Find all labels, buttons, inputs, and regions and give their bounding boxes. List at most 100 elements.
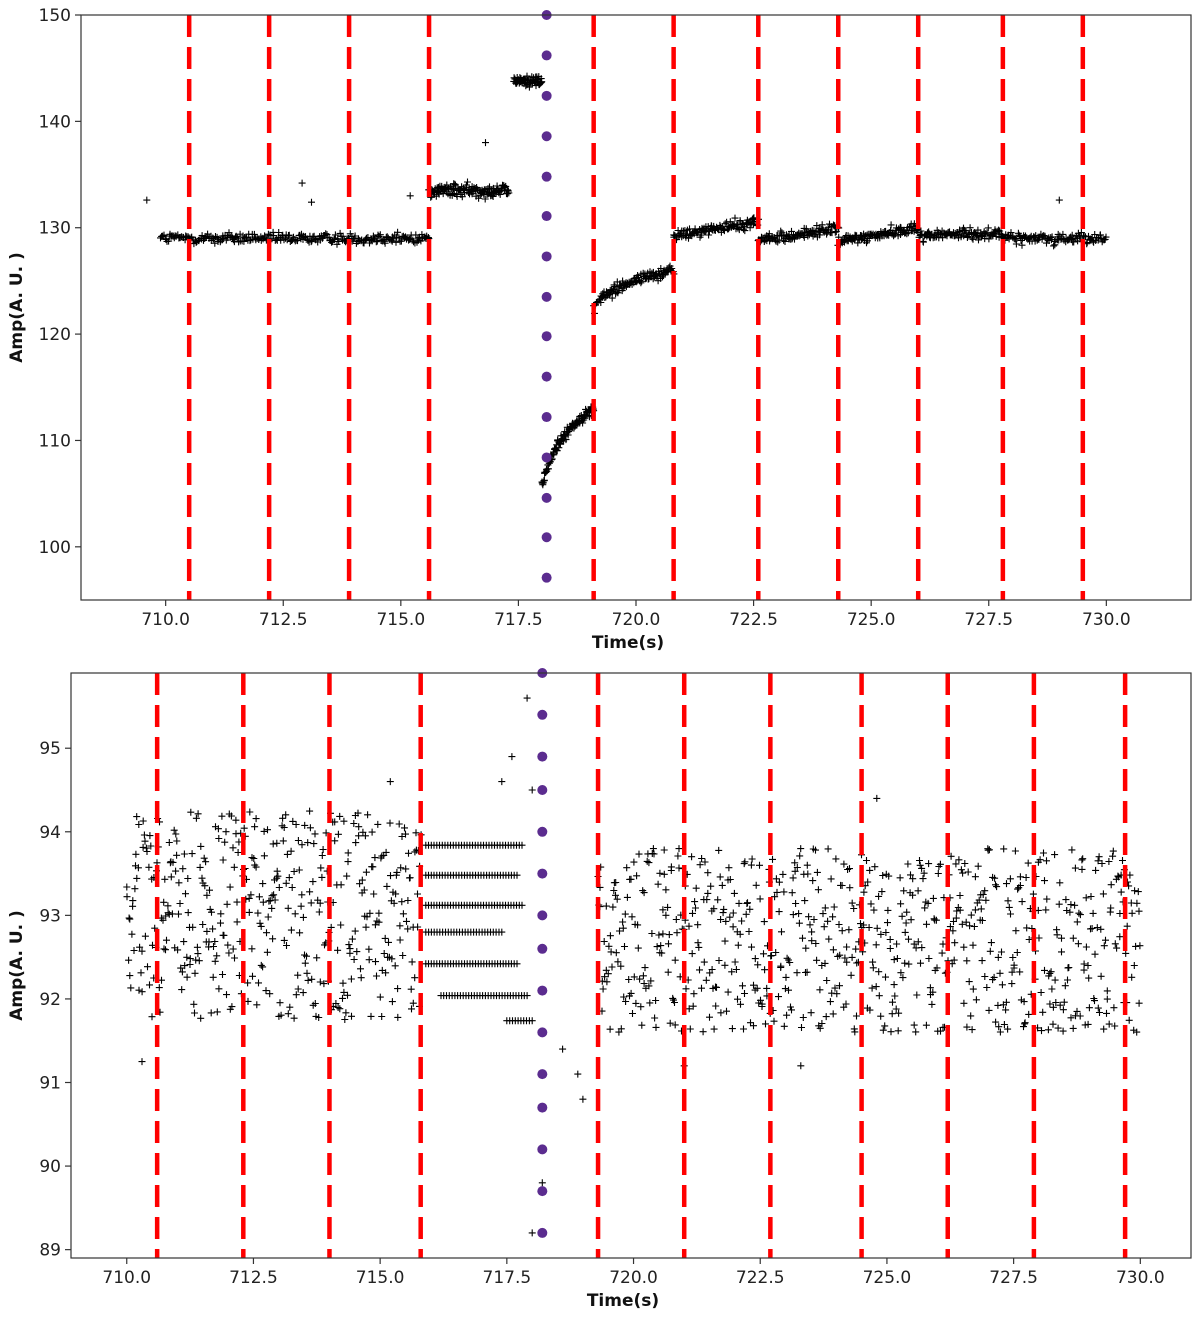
data-point — [1016, 882, 1024, 889]
data-point — [914, 887, 922, 895]
data-point — [1073, 1007, 1081, 1015]
y-tick-label: 89 — [39, 1241, 61, 1261]
data-point — [922, 1021, 930, 1029]
data-point — [135, 821, 143, 828]
data-point — [371, 854, 379, 862]
data-point — [643, 857, 651, 865]
marker-dot — [537, 1186, 548, 1197]
data-point — [301, 959, 309, 967]
data-point — [290, 1014, 298, 1022]
data-point — [925, 860, 933, 868]
data-point — [215, 835, 223, 842]
data-point — [951, 939, 959, 947]
data-point — [392, 238, 400, 246]
data-point — [342, 1009, 350, 1017]
top-x-axis-label: Time(s) — [592, 633, 664, 653]
data-point — [704, 869, 712, 877]
data-point — [653, 943, 661, 951]
data-point — [304, 976, 312, 984]
data-point — [129, 902, 137, 910]
data-point — [814, 886, 822, 894]
data-point — [929, 894, 937, 902]
data-point — [646, 999, 654, 1007]
data-point — [304, 839, 312, 847]
data-point — [819, 910, 827, 918]
y-tick-label: 94 — [39, 823, 61, 843]
data-point — [263, 929, 270, 937]
data-point — [721, 937, 729, 945]
data-point — [246, 808, 254, 816]
data-point — [523, 72, 531, 80]
data-point — [777, 964, 785, 971]
data-point — [172, 830, 180, 838]
data-point — [974, 862, 982, 870]
marker-dot — [541, 452, 552, 463]
x-tick-label: 730.0 — [1116, 1268, 1165, 1288]
data-point — [799, 1014, 807, 1021]
data-point — [610, 887, 618, 894]
data-point — [818, 221, 826, 229]
data-point — [746, 905, 754, 913]
data-point — [689, 909, 696, 917]
data-point — [655, 931, 663, 939]
data-point — [852, 945, 860, 953]
data-point — [969, 941, 977, 949]
data-point — [184, 875, 192, 882]
data-point — [303, 969, 311, 977]
data-point — [803, 861, 811, 869]
data-point — [920, 869, 928, 877]
data-point — [482, 139, 489, 147]
data-point — [183, 953, 191, 961]
data-point — [903, 908, 911, 916]
data-point — [892, 1005, 900, 1013]
data-point — [882, 973, 889, 981]
data-point — [669, 994, 677, 1002]
data-point — [775, 908, 783, 916]
data-point — [649, 845, 657, 853]
data-point — [1117, 888, 1125, 896]
data-point — [910, 940, 918, 948]
data-point — [382, 848, 390, 856]
data-point — [1043, 895, 1051, 903]
data-point — [783, 1011, 791, 1019]
data-point — [143, 848, 151, 855]
data-point — [823, 230, 831, 238]
data-point — [710, 222, 718, 230]
data-point — [127, 984, 135, 992]
data-point — [886, 945, 894, 952]
data-point — [123, 883, 131, 891]
data-point — [891, 992, 899, 1000]
y-tick-label: 120 — [39, 325, 71, 345]
data-point — [838, 882, 846, 889]
data-point — [698, 984, 705, 992]
data-point — [294, 837, 302, 844]
data-point — [961, 860, 969, 867]
data-point — [322, 829, 330, 837]
data-point — [1064, 976, 1071, 984]
data-point — [359, 828, 367, 836]
data-point — [1136, 942, 1144, 950]
data-point — [905, 960, 913, 968]
data-point — [496, 190, 504, 198]
marker-dot — [541, 412, 552, 423]
data-point — [167, 873, 175, 881]
data-point — [458, 193, 466, 201]
data-point — [743, 900, 751, 907]
data-point — [336, 229, 344, 237]
data-point — [975, 896, 983, 904]
data-point — [311, 830, 319, 838]
data-point — [197, 1014, 205, 1022]
top-plot-frame — [80, 14, 1192, 601]
data-point — [1011, 847, 1019, 855]
data-point — [947, 852, 955, 860]
data-point — [320, 980, 328, 988]
data-point — [864, 878, 872, 886]
data-point — [878, 888, 886, 896]
data-point — [829, 1010, 837, 1018]
data-point — [887, 221, 895, 229]
data-point — [715, 846, 723, 854]
data-point — [826, 998, 834, 1006]
data-point — [664, 968, 672, 976]
data-point — [528, 1017, 536, 1025]
data-point — [579, 1095, 587, 1103]
